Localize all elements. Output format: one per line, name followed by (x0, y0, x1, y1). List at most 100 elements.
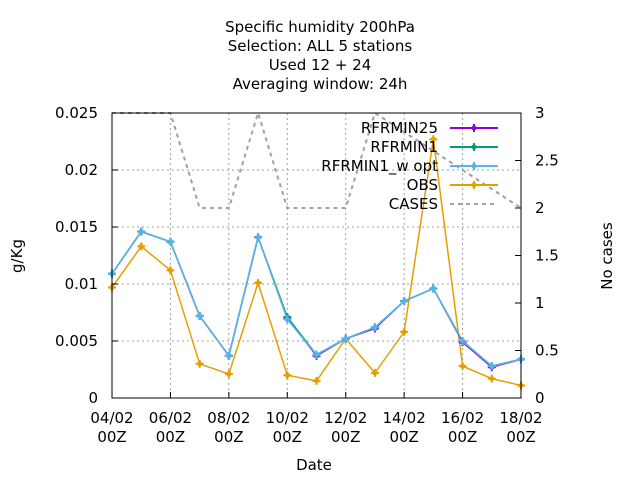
x-tick-label: 00Z (331, 428, 360, 446)
x-tick-label: 08/02 (207, 409, 250, 427)
data-point-dot (430, 136, 436, 142)
data-point-dot (226, 371, 232, 377)
data-point-dot (314, 378, 319, 384)
data-point-dot (471, 144, 477, 150)
y2-tick-label: 3 (535, 104, 545, 122)
data-point-dot (489, 363, 495, 369)
y-tick-label: 0.015 (55, 218, 98, 236)
data-point-dot (430, 286, 436, 292)
cases-series (112, 109, 522, 209)
data-point (137, 242, 146, 251)
data-point-dot (197, 361, 203, 367)
title-line: Selection: ALL 5 stations (228, 37, 413, 55)
x-tick-label: 00Z (273, 428, 302, 446)
data-point (458, 362, 467, 371)
x-tick-label: 06/02 (149, 409, 192, 427)
x-tick-label: 00Z (156, 428, 185, 446)
data-point-dot (460, 338, 466, 344)
data-point-dot (197, 313, 203, 319)
series-line-cases (112, 109, 522, 209)
grid (112, 113, 521, 398)
legend-label: OBS (407, 176, 438, 194)
x-axis-label: Date (296, 456, 332, 474)
series-obs (108, 135, 525, 390)
y2-tick-label: 1.5 (535, 247, 559, 265)
data-point-dot (401, 298, 407, 304)
y2-tick-label: 0.5 (535, 342, 559, 360)
data-point-dot (138, 229, 144, 235)
data-point (283, 371, 292, 380)
data-point-dot (226, 353, 232, 359)
data-point-dot (471, 163, 477, 169)
axes: 0 0.005 0.01 0.015 0.02 0.025 0 0.5 1 1.5 2 2.5 3 04/… (8, 104, 616, 474)
data-point (400, 297, 409, 306)
data-point-dot (489, 376, 495, 382)
y2-tick-label: 2.5 (535, 152, 559, 170)
x-tick-label: 00Z (214, 428, 243, 446)
data-point-dot (167, 239, 173, 245)
data-point (400, 327, 409, 336)
y2-tick-label: 1 (535, 294, 545, 312)
data-point (312, 376, 321, 385)
data-point-dot (167, 267, 173, 273)
y-tick-label: 0.005 (55, 332, 98, 350)
x-tick-label: 00Z (97, 428, 126, 446)
legend-label: CASES (389, 195, 438, 213)
data-point (137, 227, 146, 236)
title-line: Averaging window: 24h (233, 75, 408, 93)
y2-axis-label: No cases (598, 222, 616, 290)
data-point (370, 368, 379, 377)
data-point (254, 233, 263, 242)
data-point-dot (255, 280, 261, 286)
data-point (370, 323, 379, 332)
x-tick-label: 00Z (506, 428, 535, 446)
data-point (429, 284, 438, 293)
y2-tick-label: 2 (535, 199, 545, 217)
data-point (470, 124, 478, 132)
y-tick-label: 0.01 (65, 275, 98, 293)
data-point (487, 374, 496, 383)
data-point-dot (343, 336, 349, 342)
data-point (254, 278, 263, 287)
data-series (108, 135, 525, 390)
data-point-dot (372, 370, 378, 376)
data-point (195, 311, 204, 320)
data-point (224, 351, 233, 360)
data-point-dot (284, 316, 290, 322)
data-point (195, 359, 204, 368)
title-line: Specific humidity 200hPa (225, 18, 415, 36)
data-point (470, 181, 478, 189)
legend-label: RFRMIN1 (370, 138, 438, 156)
data-point (224, 370, 233, 379)
x-tick-label: 00Z (448, 428, 477, 446)
data-point (487, 362, 496, 371)
x-tick-label: 16/02 (441, 409, 484, 427)
data-point (458, 337, 467, 345)
y-tick-label: 0 (88, 389, 98, 407)
data-point (470, 143, 478, 151)
title-line: Used 12 + 24 (269, 56, 372, 74)
data-point (470, 162, 478, 170)
x-tick-label: 12/02 (324, 409, 367, 427)
y2-tick-label: 0 (535, 389, 545, 407)
data-point (166, 266, 175, 275)
data-point-dot (471, 182, 477, 188)
data-point-dot (314, 352, 319, 358)
series-line (111, 139, 522, 387)
y-tick-label: 0.025 (55, 104, 98, 122)
data-point (283, 315, 292, 324)
data-point (341, 334, 350, 343)
data-point-dot (284, 372, 290, 378)
data-point (312, 350, 321, 359)
data-point (429, 135, 438, 144)
x-tick-label: 10/02 (266, 409, 309, 427)
y-axis-label: g/Kg (8, 239, 26, 273)
legend-label: RFRMIN1_w opt (321, 157, 438, 176)
x-tick-label: 18/02 (499, 409, 542, 427)
data-point-dot (138, 243, 144, 249)
x-tick-label: 00Z (389, 428, 418, 446)
data-point-dot (372, 324, 378, 330)
series-rfrmin1-w-opt (108, 227, 525, 371)
